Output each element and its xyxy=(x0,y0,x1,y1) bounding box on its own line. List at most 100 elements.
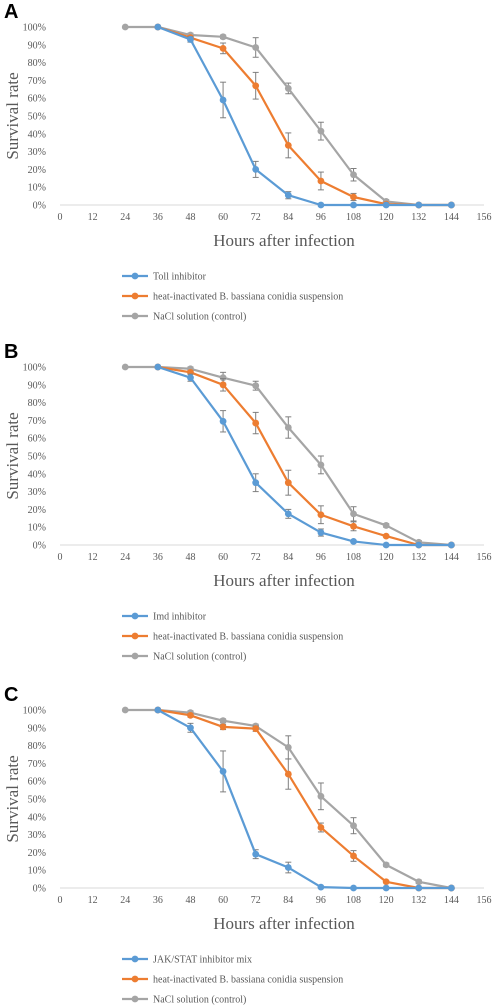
data-point xyxy=(121,706,129,714)
y-tick-label: 90% xyxy=(28,380,46,391)
data-point xyxy=(284,770,292,778)
data-point xyxy=(447,541,455,549)
data-point xyxy=(252,479,260,487)
y-tick-label: 70% xyxy=(28,759,46,770)
data-point xyxy=(284,141,292,149)
data-point xyxy=(382,541,390,549)
y-tick-label: 0% xyxy=(33,884,46,895)
series-line xyxy=(157,365,452,547)
y-tick-label: 30% xyxy=(28,487,46,498)
y-axis-title: Survival rate xyxy=(3,72,22,159)
x-tick-label: 36 xyxy=(153,895,163,906)
legend-swatch-marker xyxy=(131,975,139,983)
x-tick-label: 156 xyxy=(477,895,492,906)
data-point xyxy=(415,878,423,886)
legend-label: NaCl solution (control) xyxy=(153,312,246,323)
data-point xyxy=(284,424,292,431)
x-tick-label: 0 xyxy=(58,895,63,906)
data-point xyxy=(447,884,455,892)
series-line xyxy=(157,25,452,207)
legend-label: NaCl solution (control) xyxy=(153,652,246,663)
series-line xyxy=(157,25,452,207)
data-point xyxy=(284,191,292,199)
y-tick-label: 80% xyxy=(28,741,46,752)
legend-swatch-marker xyxy=(131,292,139,300)
x-tick-label: 96 xyxy=(316,895,326,906)
data-point xyxy=(317,824,325,831)
data-point xyxy=(219,96,227,104)
data-point xyxy=(350,510,357,518)
data-point xyxy=(187,724,194,732)
data-point xyxy=(317,883,325,891)
data-point xyxy=(252,82,260,90)
x-tick-label: 144 xyxy=(444,895,459,906)
y-tick-label: 20% xyxy=(28,848,46,859)
data-point xyxy=(154,363,162,371)
y-tick-label: 100% xyxy=(23,363,46,374)
data-point xyxy=(382,522,390,529)
x-tick-label: 96 xyxy=(316,552,326,563)
data-point xyxy=(219,417,227,425)
data-point xyxy=(317,201,325,209)
data-point xyxy=(317,177,325,185)
x-tick-label: 84 xyxy=(283,552,293,563)
legend-swatch-marker xyxy=(131,272,139,280)
x-tick-label: 132 xyxy=(411,212,426,223)
legend-swatch-marker xyxy=(131,612,139,620)
data-point xyxy=(382,201,390,209)
legend-label: heat-inactivated B. bassiana conidia sus… xyxy=(153,975,343,986)
data-point xyxy=(284,743,292,751)
series-1 xyxy=(154,23,455,209)
data-point xyxy=(317,127,325,135)
x-axis-title: Hours after infection xyxy=(213,914,355,933)
data-point xyxy=(252,419,260,427)
legend-label: Toll inhibitor xyxy=(153,272,207,283)
x-tick-label: 36 xyxy=(153,552,163,563)
x-tick-label: 36 xyxy=(153,212,163,223)
y-tick-label: 60% xyxy=(28,94,46,105)
data-point xyxy=(284,510,292,518)
series-line xyxy=(125,25,452,207)
y-tick-label: 50% xyxy=(28,112,46,123)
data-point xyxy=(350,538,357,545)
y-tick-label: 10% xyxy=(28,523,46,534)
x-tick-label: 60 xyxy=(218,895,228,906)
data-point xyxy=(187,374,194,382)
x-tick-label: 48 xyxy=(185,895,195,906)
legend-label: Imd inhibitor xyxy=(153,612,207,623)
data-point xyxy=(317,511,325,519)
x-tick-label: 24 xyxy=(120,552,130,563)
x-tick-label: 132 xyxy=(411,895,426,906)
x-tick-label: 24 xyxy=(120,212,130,223)
data-point xyxy=(415,884,423,892)
series-1 xyxy=(154,706,455,892)
y-tick-label: 0% xyxy=(33,201,46,212)
y-tick-label: 100% xyxy=(23,23,46,34)
data-point xyxy=(219,33,227,41)
x-tick-label: 48 xyxy=(185,212,195,223)
y-tick-label: 50% xyxy=(28,452,46,463)
legend-swatch-marker xyxy=(131,652,139,660)
x-tick-label: 120 xyxy=(379,212,394,223)
x-tick-label: 108 xyxy=(346,212,361,223)
data-point xyxy=(284,864,292,871)
data-point xyxy=(252,166,260,173)
data-point xyxy=(252,44,260,51)
data-point xyxy=(415,201,423,209)
legend-label: heat-inactivated B. bassiana conidia sus… xyxy=(153,292,343,303)
series-line xyxy=(157,365,452,547)
data-point xyxy=(382,878,390,886)
y-tick-label: 40% xyxy=(28,469,46,480)
y-axis-title: Survival rate xyxy=(3,755,22,842)
data-point xyxy=(121,23,129,31)
x-tick-label: 84 xyxy=(283,212,293,223)
y-tick-label: 30% xyxy=(28,830,46,841)
y-axis-title: Survival rate xyxy=(3,412,22,499)
x-tick-label: 156 xyxy=(477,212,492,223)
x-tick-label: 108 xyxy=(346,895,361,906)
chart-panel-c: C 0% 10% 20% 30% 40% 50% 60% 70% 80% 90% 100% 0 12 24 3… xyxy=(3,684,492,1006)
x-tick-label: 12 xyxy=(88,552,98,563)
y-tick-label: 40% xyxy=(28,129,46,140)
y-tick-label: 30% xyxy=(28,147,46,158)
series-3 xyxy=(121,23,455,209)
